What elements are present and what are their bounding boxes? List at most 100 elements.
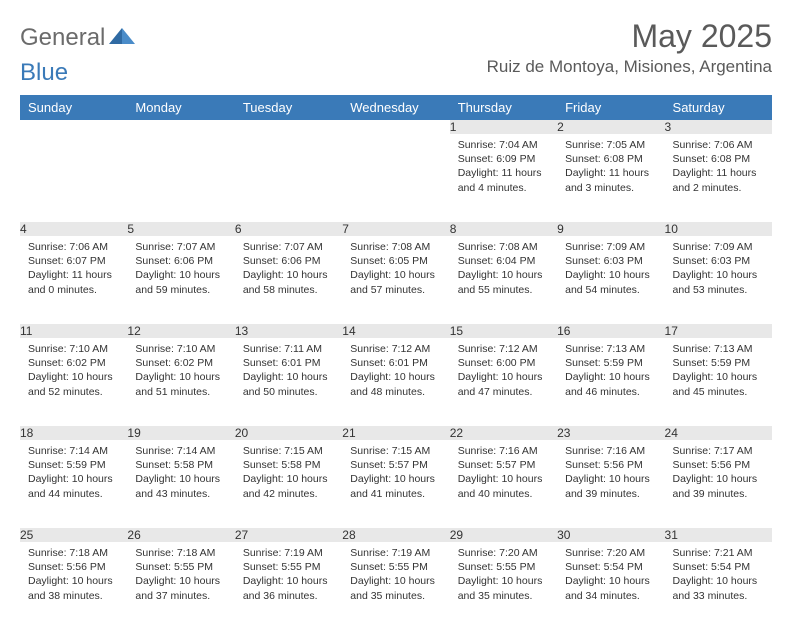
day-cell-body: Sunrise: 7:20 AMSunset: 5:54 PMDaylight:… [557,542,664,609]
day-cell-body: Sunrise: 7:13 AMSunset: 5:59 PMDaylight:… [665,338,772,405]
sunrise-line: Sunrise: 7:14 AM [135,444,226,458]
daylight-line: Daylight: 10 hours and 39 minutes. [673,472,764,500]
day-number: 4 [20,222,127,236]
day-number: 1 [450,120,557,134]
day-number: 12 [127,324,234,338]
sunset-line: Sunset: 6:04 PM [458,254,549,268]
day-number: 21 [342,426,449,440]
sunset-line: Sunset: 5:56 PM [28,560,119,574]
sunrise-line: Sunrise: 7:12 AM [458,342,549,356]
sunrise-line: Sunrise: 7:19 AM [350,546,441,560]
day-number: 3 [665,120,772,134]
sunset-line: Sunset: 5:58 PM [135,458,226,472]
week-row: Sunrise: 7:04 AMSunset: 6:09 PMDaylight:… [20,134,772,222]
daylight-line: Daylight: 10 hours and 57 minutes. [350,268,441,296]
title-block: May 2025 Ruiz de Montoya, Misiones, Arge… [487,18,772,77]
day-cell [342,134,449,222]
sunrise-line: Sunrise: 7:09 AM [673,240,764,254]
day-number: 14 [342,324,449,338]
daynum-row: 18192021222324 [20,426,772,440]
day-cell: Sunrise: 7:15 AMSunset: 5:57 PMDaylight:… [342,440,449,528]
day-cell: Sunrise: 7:14 AMSunset: 5:58 PMDaylight:… [127,440,234,528]
sunset-line: Sunset: 5:56 PM [673,458,764,472]
sunset-line: Sunset: 5:58 PM [243,458,334,472]
sunset-line: Sunset: 5:57 PM [350,458,441,472]
sunrise-line: Sunrise: 7:06 AM [673,138,764,152]
weekday-header: Monday [127,95,234,120]
day-number-empty [127,120,234,134]
week-row: Sunrise: 7:06 AMSunset: 6:07 PMDaylight:… [20,236,772,324]
sunset-line: Sunset: 6:03 PM [673,254,764,268]
daylight-line: Daylight: 11 hours and 4 minutes. [458,166,549,194]
daynum-row: 45678910 [20,222,772,236]
sunrise-line: Sunrise: 7:20 AM [565,546,656,560]
day-number: 9 [557,222,664,236]
week-row: Sunrise: 7:18 AMSunset: 5:56 PMDaylight:… [20,542,772,630]
sunset-line: Sunset: 5:59 PM [28,458,119,472]
daylight-line: Daylight: 10 hours and 41 minutes. [350,472,441,500]
sunset-line: Sunset: 6:00 PM [458,356,549,370]
day-number: 22 [450,426,557,440]
sunrise-line: Sunrise: 7:18 AM [135,546,226,560]
day-number: 18 [20,426,127,440]
sunrise-line: Sunrise: 7:07 AM [135,240,226,254]
day-number: 23 [557,426,664,440]
sunset-line: Sunset: 6:01 PM [350,356,441,370]
sunset-line: Sunset: 6:02 PM [28,356,119,370]
logo-text-gray: General [20,24,105,52]
daylight-line: Daylight: 10 hours and 45 minutes. [673,370,764,398]
day-number: 8 [450,222,557,236]
sunset-line: Sunset: 5:59 PM [673,356,764,370]
day-cell: Sunrise: 7:11 AMSunset: 6:01 PMDaylight:… [235,338,342,426]
day-cell-body: Sunrise: 7:07 AMSunset: 6:06 PMDaylight:… [235,236,342,303]
daylight-line: Daylight: 10 hours and 43 minutes. [135,472,226,500]
day-number: 24 [665,426,772,440]
sunset-line: Sunset: 6:06 PM [243,254,334,268]
day-cell: Sunrise: 7:10 AMSunset: 6:02 PMDaylight:… [127,338,234,426]
sunrise-line: Sunrise: 7:21 AM [673,546,764,560]
sunset-line: Sunset: 5:57 PM [458,458,549,472]
daynum-row: 11121314151617 [20,324,772,338]
daynum-row: 123 [20,120,772,134]
sunrise-line: Sunrise: 7:05 AM [565,138,656,152]
day-cell: Sunrise: 7:15 AMSunset: 5:58 PMDaylight:… [235,440,342,528]
weekday-header: Friday [557,95,664,120]
day-cell-body: Sunrise: 7:18 AMSunset: 5:55 PMDaylight:… [127,542,234,609]
sunrise-line: Sunrise: 7:16 AM [565,444,656,458]
day-cell-body: Sunrise: 7:15 AMSunset: 5:57 PMDaylight:… [342,440,449,507]
sunset-line: Sunset: 6:07 PM [28,254,119,268]
daylight-line: Daylight: 10 hours and 35 minutes. [458,574,549,602]
day-cell-body: Sunrise: 7:10 AMSunset: 6:02 PMDaylight:… [127,338,234,405]
day-number-empty [342,120,449,134]
weekday-header: Saturday [665,95,772,120]
day-number: 31 [665,528,772,542]
daylight-line: Daylight: 10 hours and 33 minutes. [673,574,764,602]
sunset-line: Sunset: 6:08 PM [673,152,764,166]
sunset-line: Sunset: 6:01 PM [243,356,334,370]
daylight-line: Daylight: 10 hours and 34 minutes. [565,574,656,602]
daylight-line: Daylight: 10 hours and 48 minutes. [350,370,441,398]
weekday-header: Sunday [20,95,127,120]
daylight-line: Daylight: 11 hours and 2 minutes. [673,166,764,194]
sunrise-line: Sunrise: 7:12 AM [350,342,441,356]
daylight-line: Daylight: 10 hours and 35 minutes. [350,574,441,602]
daylight-line: Daylight: 11 hours and 3 minutes. [565,166,656,194]
day-cell: Sunrise: 7:07 AMSunset: 6:06 PMDaylight:… [235,236,342,324]
daylight-line: Daylight: 10 hours and 59 minutes. [135,268,226,296]
sunrise-line: Sunrise: 7:09 AM [565,240,656,254]
day-number: 13 [235,324,342,338]
sunrise-line: Sunrise: 7:10 AM [28,342,119,356]
day-cell-body: Sunrise: 7:06 AMSunset: 6:07 PMDaylight:… [20,236,127,303]
calendar-table: SundayMondayTuesdayWednesdayThursdayFrid… [20,95,772,630]
week-row: Sunrise: 7:10 AMSunset: 6:02 PM Daylight:… [20,338,772,426]
day-cell-body: Sunrise: 7:21 AMSunset: 5:54 PMDaylight:… [665,542,772,609]
day-cell [127,134,234,222]
logo-text-blue: Blue [20,59,68,86]
day-cell-body: Sunrise: 7:14 AMSunset: 5:59 PMDaylight:… [20,440,127,507]
day-cell-body: Sunrise: 7:12 AMSunset: 6:00 PMDaylight:… [450,338,557,405]
daylight-line: Daylight: 10 hours and 55 minutes. [458,268,549,296]
daylight-line: Daylight: 10 hours and 38 minutes. [28,574,119,602]
day-cell-body: Sunrise: 7:05 AMSunset: 6:08 PMDaylight:… [557,134,664,201]
day-cell: Sunrise: 7:08 AMSunset: 6:05 PMDaylight:… [342,236,449,324]
day-cell: Sunrise: 7:14 AMSunset: 5:59 PMDaylight:… [20,440,127,528]
